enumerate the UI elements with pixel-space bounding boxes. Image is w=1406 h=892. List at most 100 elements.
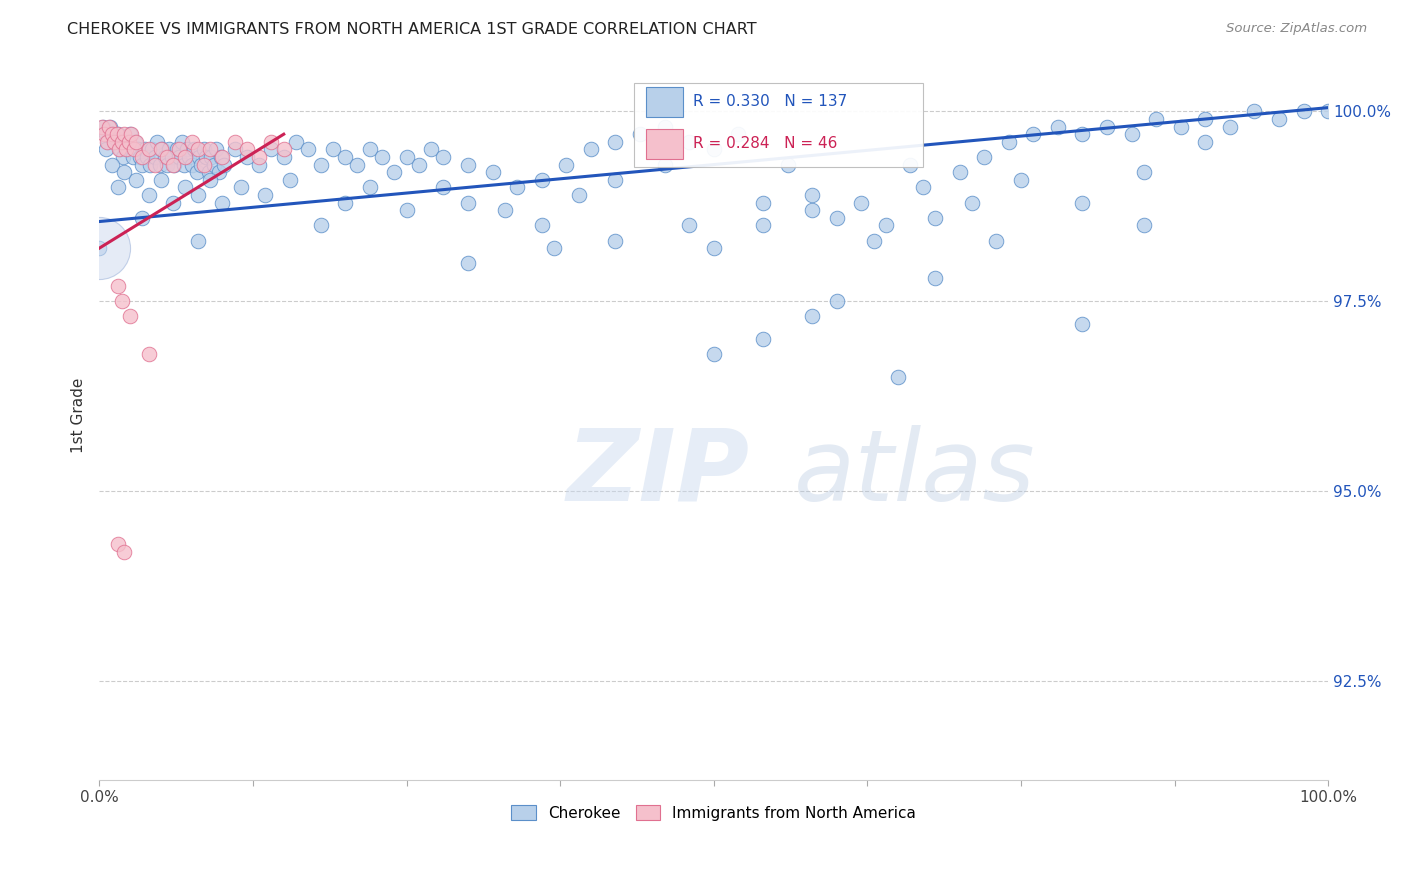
Point xyxy=(96,135,118,149)
Point xyxy=(432,150,454,164)
Point xyxy=(224,142,246,156)
Point xyxy=(605,135,627,149)
Point xyxy=(1010,173,1032,187)
Point xyxy=(183,142,205,156)
Point xyxy=(911,180,934,194)
Point xyxy=(236,150,259,164)
Point xyxy=(159,142,181,156)
Text: R = 0.330   N = 137: R = 0.330 N = 137 xyxy=(693,94,848,109)
Point xyxy=(260,135,283,149)
Point xyxy=(170,135,193,149)
Point xyxy=(127,142,149,156)
Point xyxy=(605,234,627,248)
Point xyxy=(278,173,301,187)
Point xyxy=(187,234,209,248)
FancyBboxPatch shape xyxy=(634,84,922,168)
Point xyxy=(131,150,153,164)
Point xyxy=(924,271,946,285)
Point xyxy=(98,120,121,134)
Point xyxy=(193,142,215,156)
Point xyxy=(654,158,676,172)
Point xyxy=(112,545,135,559)
Point xyxy=(110,142,132,156)
Point xyxy=(494,203,516,218)
Point xyxy=(143,150,166,164)
Point xyxy=(121,150,143,164)
Point xyxy=(752,332,775,346)
Point xyxy=(1219,120,1241,134)
Point xyxy=(801,310,824,324)
Point xyxy=(100,127,122,141)
Point xyxy=(297,142,319,156)
Point xyxy=(395,150,418,164)
Point xyxy=(90,120,112,134)
Point xyxy=(120,127,142,141)
Point xyxy=(197,165,219,179)
Point xyxy=(205,142,228,156)
Point xyxy=(862,234,884,248)
Point xyxy=(163,158,186,172)
Point xyxy=(112,165,135,179)
Point xyxy=(138,188,160,202)
Point xyxy=(236,142,259,156)
Point xyxy=(94,142,117,156)
Point xyxy=(727,127,749,141)
Point xyxy=(801,188,824,202)
Legend: Cherokee, Immigrants from North America: Cherokee, Immigrants from North America xyxy=(505,798,922,827)
Point xyxy=(432,180,454,194)
Point xyxy=(273,150,295,164)
Point xyxy=(1317,104,1340,119)
Text: CHEROKEE VS IMMIGRANTS FROM NORTH AMERICA 1ST GRADE CORRELATION CHART: CHEROKEE VS IMMIGRANTS FROM NORTH AMERIC… xyxy=(67,22,756,37)
Point xyxy=(1268,112,1291,126)
Text: atlas: atlas xyxy=(793,425,1035,522)
Point xyxy=(143,158,166,172)
Point xyxy=(169,150,191,164)
Point xyxy=(122,142,145,156)
Point xyxy=(200,150,222,164)
Point xyxy=(960,195,983,210)
Point xyxy=(997,135,1019,149)
Point xyxy=(247,150,270,164)
Point xyxy=(568,188,591,202)
Point xyxy=(209,150,232,164)
Point xyxy=(654,120,676,134)
Text: R = 0.284   N = 46: R = 0.284 N = 46 xyxy=(693,136,838,151)
Point xyxy=(107,537,129,551)
Point xyxy=(285,135,308,149)
Point xyxy=(138,347,160,361)
Bar xyxy=(647,87,683,117)
Point xyxy=(112,127,135,141)
Point xyxy=(149,158,172,172)
Point xyxy=(801,203,824,218)
Point xyxy=(1071,317,1094,331)
Point xyxy=(825,211,848,225)
Point xyxy=(1133,219,1156,233)
Point xyxy=(309,158,332,172)
Point xyxy=(408,158,430,172)
Point xyxy=(103,135,125,149)
Point xyxy=(188,150,211,164)
Point xyxy=(101,127,124,141)
Point xyxy=(898,158,921,172)
Point xyxy=(120,127,142,141)
Point xyxy=(1194,112,1216,126)
Point xyxy=(174,150,197,164)
Point xyxy=(150,142,173,156)
Point xyxy=(825,294,848,309)
Point xyxy=(139,158,162,172)
Point xyxy=(193,158,215,172)
Point xyxy=(1194,135,1216,149)
Point xyxy=(134,142,156,156)
Point xyxy=(202,158,225,172)
Point xyxy=(530,219,553,233)
Point xyxy=(124,135,146,149)
Point xyxy=(114,135,136,149)
Point xyxy=(118,135,141,149)
Point xyxy=(335,195,357,210)
Point xyxy=(703,142,725,156)
Point xyxy=(395,203,418,218)
Point xyxy=(176,142,198,156)
Point xyxy=(247,158,270,172)
Point xyxy=(107,279,129,293)
Point xyxy=(138,142,160,156)
